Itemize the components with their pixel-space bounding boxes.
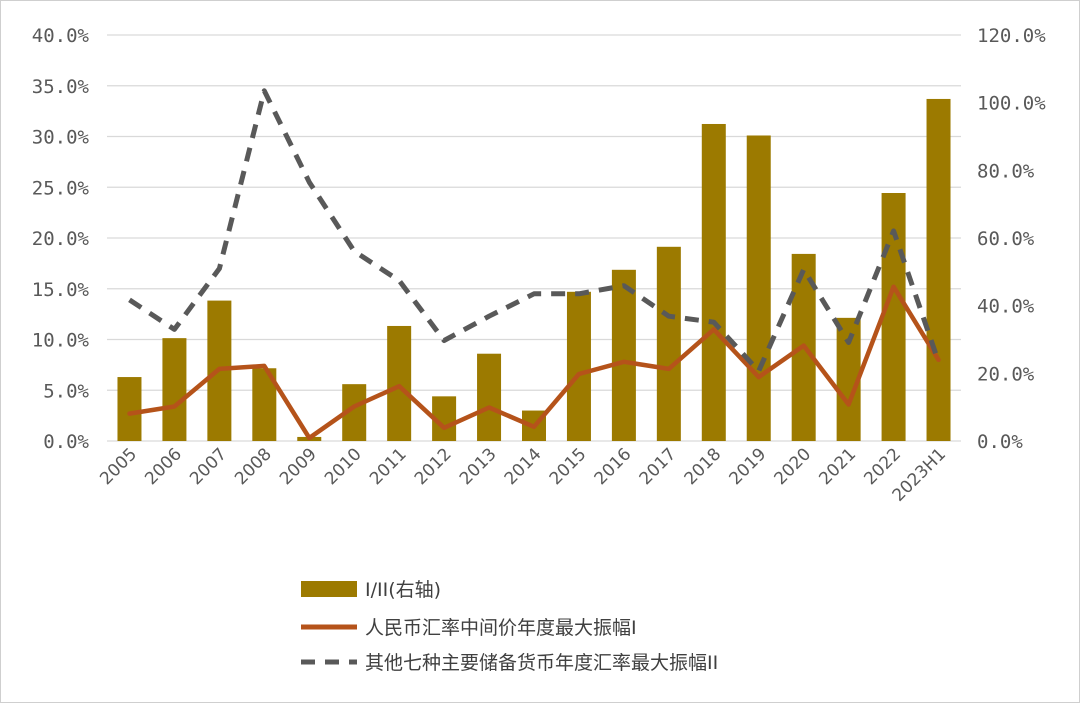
x-tick-label: 2016 (591, 444, 636, 489)
x-tick-label: 2014 (501, 444, 546, 489)
left-tick-label: 15.0% (32, 279, 90, 301)
gridlines (107, 34, 961, 442)
left-tick-label: 5.0% (43, 380, 89, 402)
bar (701, 123, 726, 442)
x-tick-label: 2008 (231, 444, 276, 489)
x-tick-label: 2013 (456, 444, 501, 489)
x-tick-label: 2010 (321, 444, 366, 489)
x-tick-label: 2007 (186, 444, 231, 489)
legend-label: 其他七种主要储备货币年度汇率最大振幅II (365, 652, 718, 674)
x-tick-label: 2006 (141, 444, 186, 489)
x-tick-label: 2009 (276, 444, 321, 489)
right-tick-label: 0.0% (977, 431, 1023, 453)
x-tick-label: 2021 (815, 444, 860, 489)
x-tick-label: 2018 (681, 444, 726, 489)
bar-series (117, 98, 951, 442)
x-tick-label: 2019 (726, 444, 771, 489)
bar (477, 353, 502, 441)
left-tick-label: 25.0% (32, 177, 90, 199)
bar (611, 269, 636, 441)
bar (566, 291, 591, 441)
x-tick-label: 2011 (366, 444, 411, 489)
right-axis: 0.0% 20.0% 40.0% 60.0% 80.0% 100.0% 120.0% (977, 25, 1046, 453)
left-tick-label: 0.0% (43, 431, 89, 453)
bar (387, 325, 412, 441)
x-tick-label: 2020 (770, 444, 815, 489)
left-tick-label: 10.0% (32, 330, 90, 352)
right-tick-label: 40.0% (977, 296, 1035, 318)
right-tick-label: 100.0% (977, 93, 1046, 115)
bar (926, 98, 951, 441)
left-tick-label: 35.0% (32, 76, 90, 98)
x-tick-label: 2005 (96, 444, 141, 489)
bar (162, 338, 187, 441)
legend: I/II(右轴) 人民币汇率中间价年度最大振幅I 其他七种主要储备货币年度汇率最大振… (301, 579, 718, 674)
bar (746, 135, 771, 442)
right-tick-label: 120.0% (977, 25, 1046, 47)
left-tick-label: 30.0% (32, 127, 90, 149)
left-axis: 0.0% 5.0% 10.0% 15.0% 20.0% 25.0% 30.0% 35.0% 40… (32, 25, 90, 453)
bar (656, 246, 681, 441)
bar (117, 377, 142, 441)
reserve-currency-amplitude-line (128, 88, 941, 374)
x-tick-label: 2012 (411, 444, 456, 489)
line-series (127, 88, 941, 441)
left-tick-label: 20.0% (32, 228, 90, 250)
right-tick-label: 60.0% (977, 228, 1035, 250)
x-tick-label: 2017 (636, 444, 681, 489)
legend-label: 人民币汇率中间价年度最大振幅I (365, 617, 637, 639)
right-tick-label: 20.0% (977, 363, 1035, 385)
right-tick-label: 80.0% (977, 160, 1035, 182)
x-tick-label: 2015 (546, 444, 591, 489)
left-tick-label: 40.0% (32, 25, 90, 47)
legend-swatch-bar (301, 581, 357, 597)
x-axis: 2005 2006 2007 2008 2009 2010 2011 2012 2013 2014… (96, 444, 950, 505)
legend-label: I/II(右轴) (365, 579, 441, 601)
